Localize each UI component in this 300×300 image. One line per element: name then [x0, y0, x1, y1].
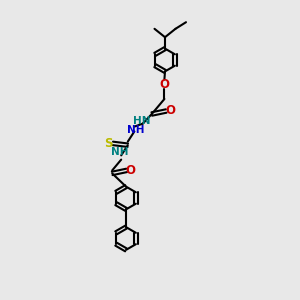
Text: O: O: [159, 77, 170, 91]
Text: HN: HN: [133, 116, 150, 126]
Text: O: O: [165, 104, 176, 118]
Text: S: S: [104, 137, 112, 150]
Text: NH: NH: [127, 125, 145, 135]
Text: NH: NH: [111, 147, 128, 158]
Text: O: O: [126, 164, 136, 177]
